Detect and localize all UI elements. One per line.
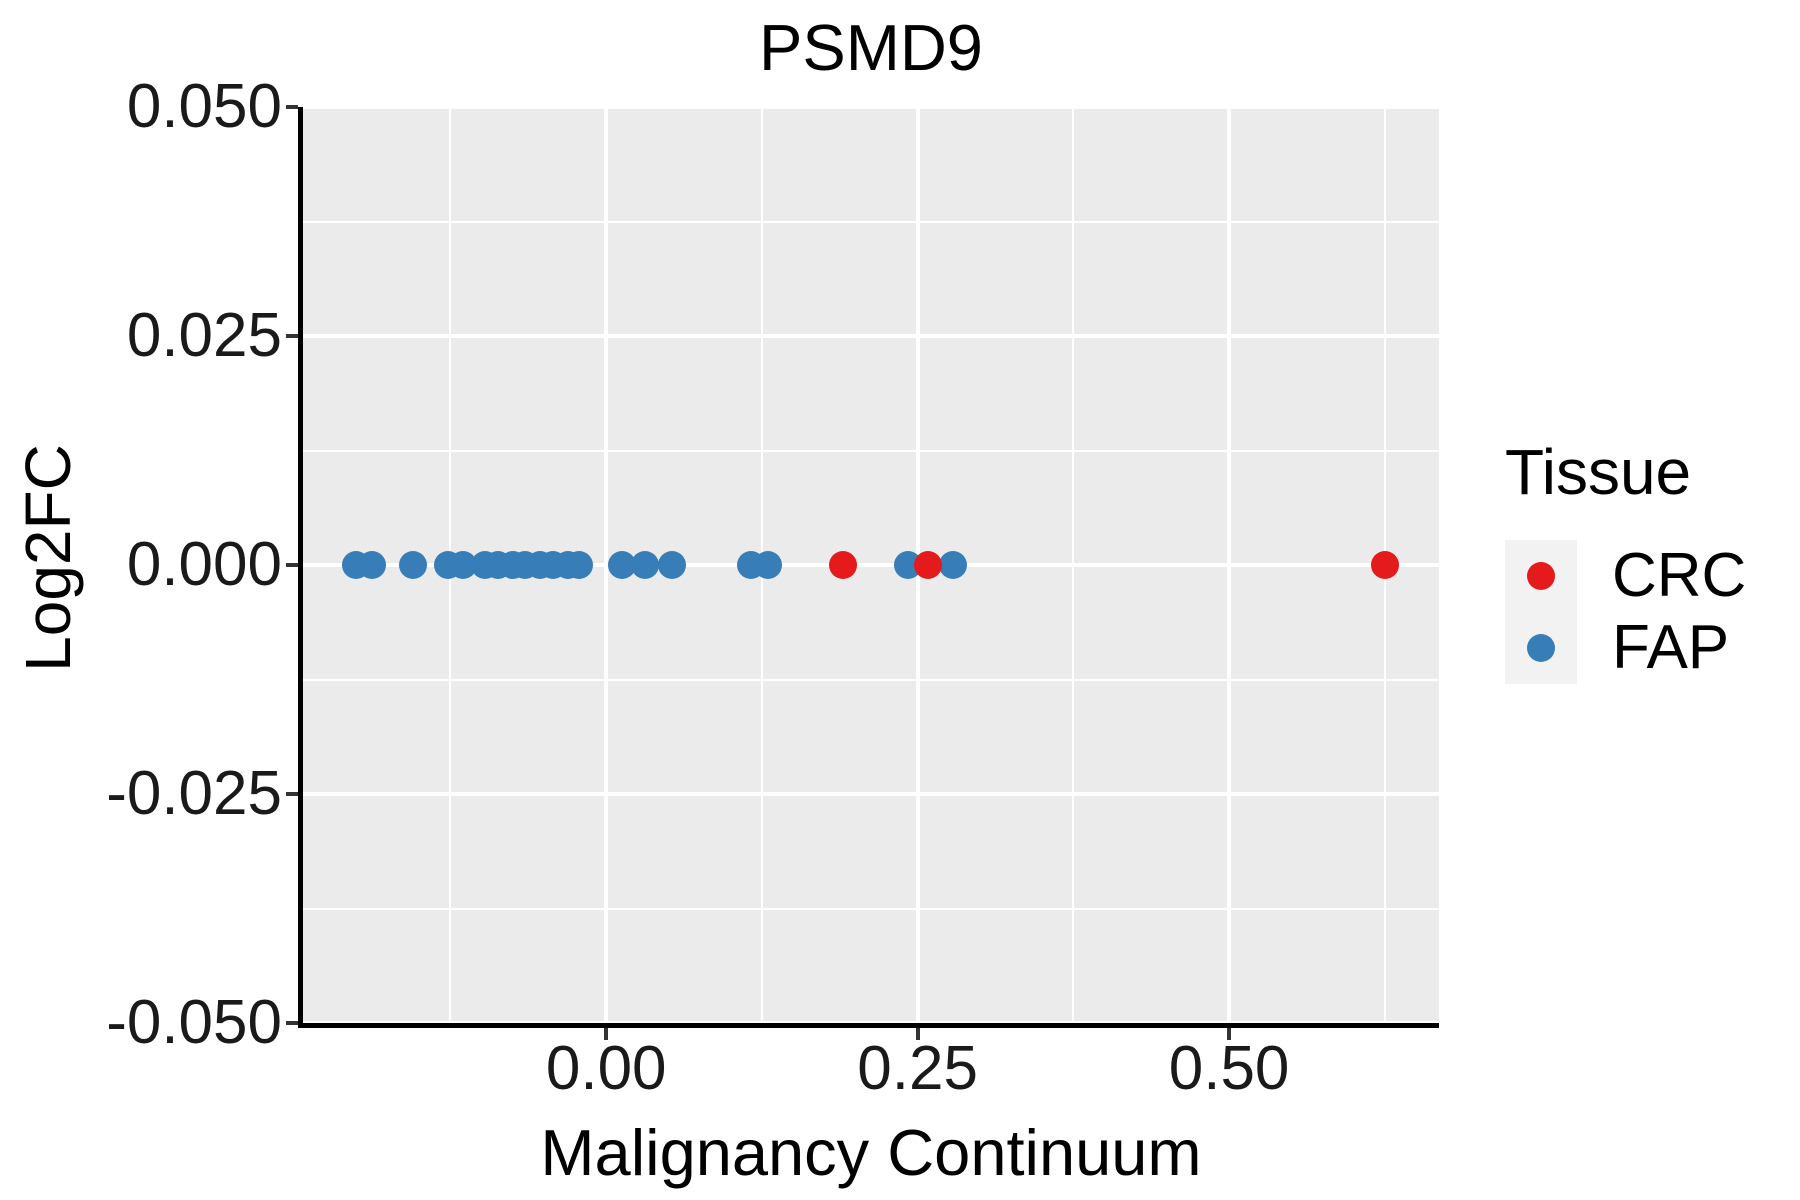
y-tick-mark	[286, 105, 298, 109]
x-axis-line	[298, 1023, 1439, 1028]
legend-key	[1505, 540, 1577, 612]
y-minor-gridline	[303, 907, 1439, 910]
data-point-fap	[754, 551, 783, 579]
data-point-fap	[358, 551, 386, 579]
x-tick-label: 0.00	[545, 1034, 667, 1103]
data-point-fap	[938, 551, 967, 579]
y-major-gridline	[303, 563, 1439, 567]
y-tick-label: 0.050	[126, 72, 282, 141]
data-point-crc	[828, 551, 857, 579]
y-axis-line	[298, 107, 303, 1028]
y-tick-mark	[286, 334, 298, 338]
y-major-gridline	[303, 1021, 1439, 1023]
legend-label: CRC	[1612, 541, 1747, 610]
x-tick-mark	[604, 1028, 609, 1040]
data-point-fap	[564, 551, 593, 579]
data-point-crc	[913, 551, 942, 579]
legend-label: FAP	[1612, 613, 1730, 682]
legend-row-crc: CRC	[1505, 540, 1746, 612]
legend-dot-icon	[1527, 562, 1555, 590]
x-tick-label: 0.25	[857, 1034, 978, 1103]
y-axis-title: Log2FC	[12, 444, 84, 672]
x-tick-label: 0.50	[1168, 1034, 1290, 1103]
plot-panel	[303, 107, 1439, 1023]
y-tick-label: 0.025	[126, 301, 282, 370]
y-tick-label: -0.025	[106, 759, 282, 828]
x-tick-mark	[1227, 1028, 1232, 1040]
x-axis-title: Malignancy Continuum	[540, 1116, 1202, 1189]
y-minor-gridline	[303, 220, 1439, 223]
y-tick-mark	[286, 563, 298, 567]
y-major-gridline	[303, 792, 1439, 796]
legend: Tissue CRC FAP	[1505, 440, 1746, 684]
data-point-fap	[630, 551, 659, 579]
data-point-fap	[658, 551, 687, 579]
y-tick-mark	[286, 792, 298, 796]
plot-title: PSMD9	[759, 10, 983, 84]
y-tick-label: 0.000	[126, 530, 282, 599]
y-minor-gridline	[303, 678, 1439, 681]
y-major-gridline	[303, 107, 1439, 109]
legend-title: Tissue	[1505, 436, 1692, 508]
y-tick-mark	[286, 1021, 298, 1025]
x-tick-mark	[915, 1028, 920, 1040]
y-major-gridline	[303, 334, 1439, 338]
data-point-crc	[1370, 551, 1399, 579]
legend-key	[1505, 612, 1577, 684]
y-tick-label: -0.050	[106, 988, 282, 1057]
y-minor-gridline	[303, 449, 1439, 452]
data-point-fap	[399, 551, 428, 579]
legend-dot-icon	[1527, 634, 1555, 662]
legend-items: CRC FAP	[1505, 540, 1746, 684]
legend-row-fap: FAP	[1505, 612, 1746, 684]
